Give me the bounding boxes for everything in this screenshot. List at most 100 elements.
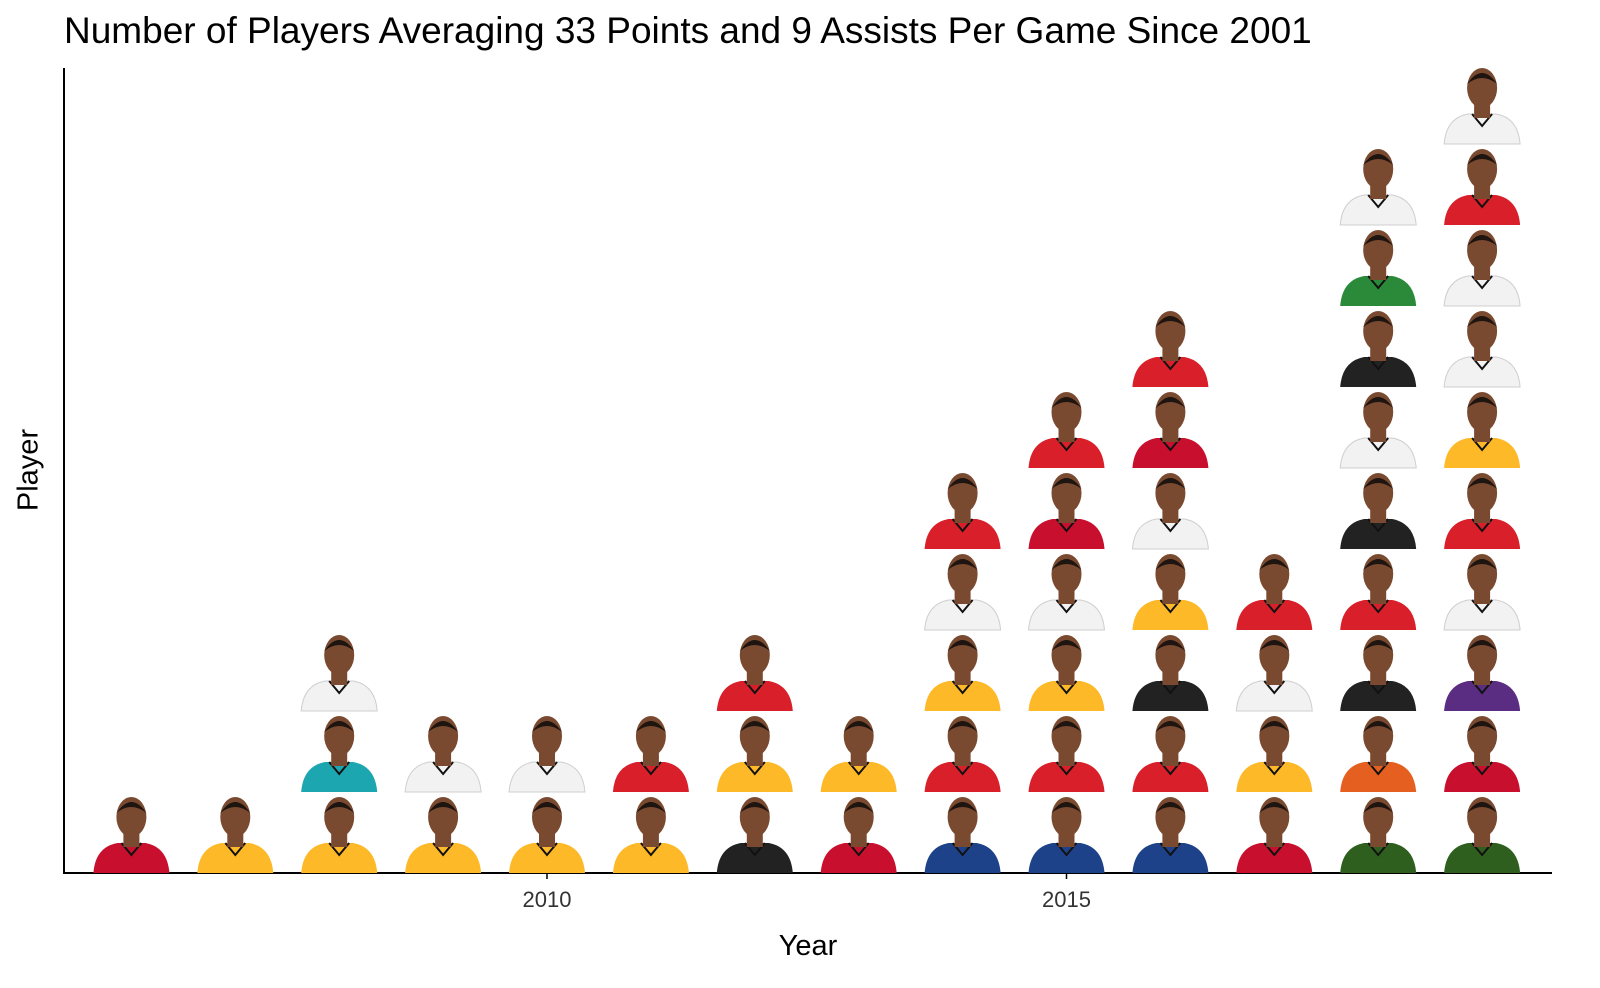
jersey-shape [509, 843, 585, 873]
neck-shape [1266, 590, 1283, 604]
neck-shape [1370, 833, 1387, 847]
jersey-shape [1340, 519, 1417, 549]
player-headshot-marker [1340, 797, 1417, 873]
jersey-shape [716, 843, 793, 873]
jersey-shape [1235, 680, 1313, 712]
hair-shape [220, 802, 251, 813]
hair-shape [1363, 478, 1394, 489]
neck-shape [1474, 104, 1491, 118]
neck-shape [1370, 347, 1387, 361]
player-headshot-marker [1132, 311, 1209, 387]
hair-shape [947, 559, 978, 570]
player-headshot-marker [820, 716, 897, 792]
hair-shape [1051, 397, 1082, 408]
hair-shape [739, 721, 770, 732]
hair-shape [1363, 154, 1394, 165]
jersey-shape [1028, 681, 1105, 711]
jersey-shape [1339, 437, 1417, 469]
player-headshot-marker [1444, 635, 1521, 711]
neck-shape [1370, 509, 1387, 523]
neck-shape [954, 509, 971, 523]
player-headshot-marker [716, 716, 793, 792]
neck-shape [331, 671, 348, 685]
jersey-shape [1339, 194, 1417, 226]
hair-shape [428, 802, 459, 813]
jersey-shape [93, 843, 170, 873]
hair-shape [739, 802, 770, 813]
player-headshot-marker [1340, 473, 1417, 549]
neck-shape [539, 833, 555, 847]
hair-shape [635, 721, 666, 732]
player-headshot-marker [1340, 716, 1417, 792]
jersey-shape [1028, 762, 1105, 792]
jersey-shape [1444, 843, 1521, 873]
neck-shape [1162, 509, 1179, 523]
player-headshot-marker [197, 797, 274, 873]
hair-shape [324, 640, 355, 651]
player-headshot-marker [405, 797, 482, 873]
neck-shape [850, 752, 867, 766]
player-headshot-marker [1340, 311, 1417, 387]
hair-shape [1467, 721, 1498, 732]
neck-shape [746, 671, 763, 685]
neck-shape [539, 752, 555, 766]
neck-shape [1162, 833, 1179, 847]
hair-shape [116, 802, 147, 813]
jersey-shape [1444, 681, 1521, 711]
jersey-shape [1027, 599, 1106, 631]
jersey-shape [612, 843, 689, 873]
player-headshot-marker [924, 473, 1001, 549]
player-headshot-marker [1132, 797, 1209, 873]
neck-shape [331, 752, 348, 766]
neck-shape [1370, 428, 1387, 442]
player-headshot-marker [1028, 797, 1105, 873]
hair-shape [1155, 721, 1186, 732]
neck-shape [227, 833, 244, 847]
neck-shape [435, 833, 452, 847]
hair-shape [324, 802, 355, 813]
jersey-shape [1443, 599, 1521, 631]
hair-shape [1467, 316, 1498, 327]
x-tick-label: 2010 [523, 887, 572, 912]
neck-shape [1474, 590, 1491, 604]
neck-shape [1266, 671, 1283, 685]
jersey-shape [1444, 438, 1521, 468]
jersey-shape [924, 681, 1001, 711]
hair-shape [1467, 640, 1498, 651]
jersey-shape [924, 519, 1001, 549]
hair-shape [1363, 235, 1394, 246]
neck-shape [1266, 833, 1283, 847]
hair-shape [1051, 721, 1082, 732]
player-headshot-marker [1132, 392, 1209, 468]
jersey-shape [1340, 600, 1417, 630]
neck-shape [1474, 671, 1491, 685]
hair-shape [635, 802, 666, 813]
jersey-shape [1028, 438, 1105, 468]
hair-shape [1467, 478, 1498, 489]
jersey-shape [1444, 762, 1521, 792]
player-headshot-marker [1028, 392, 1105, 468]
hair-shape [1051, 640, 1082, 651]
player-headshot-marker [508, 716, 586, 793]
hair-shape [1467, 73, 1498, 84]
player-headshot-marker [1235, 635, 1313, 712]
hair-shape [532, 721, 562, 732]
player-headshot-marker [1444, 797, 1521, 873]
hair-shape [1363, 316, 1394, 327]
jersey-shape [1028, 519, 1105, 549]
neck-shape [746, 833, 763, 847]
player-headshot-marker [716, 635, 793, 711]
neck-shape [1058, 590, 1075, 604]
hair-shape [1051, 802, 1082, 813]
neck-shape [954, 752, 971, 766]
player-headshot-marker [1028, 716, 1105, 792]
jersey-shape [1131, 518, 1209, 550]
hair-shape [1363, 802, 1394, 813]
hair-shape [1467, 235, 1498, 246]
neck-shape [954, 590, 971, 604]
player-headshot-marker [612, 797, 689, 873]
neck-shape [435, 752, 452, 766]
jersey-shape [1443, 356, 1521, 388]
x-axis-label: Year [778, 930, 838, 962]
